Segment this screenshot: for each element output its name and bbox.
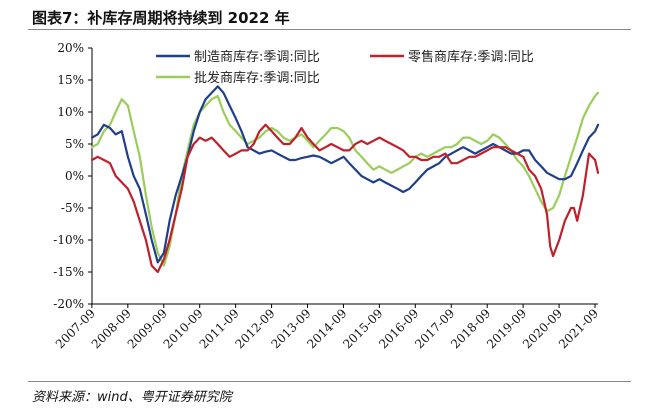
y-tick-label: 5% — [65, 137, 84, 151]
y-tick-label: 0% — [65, 169, 84, 183]
x-tick-label: 2021-09 — [556, 306, 601, 351]
series-line-1 — [90, 85, 600, 264]
legend-label: 制造商库存:季调:同比 — [194, 49, 320, 65]
series-line-2 — [90, 123, 600, 274]
legend-item-1: 制造商库存:季调:同比 — [156, 49, 320, 65]
y-tick-label: -15% — [53, 265, 84, 279]
x-axis: 2007-092008-092009-092010-092011-092012-… — [53, 304, 601, 351]
series-lines — [90, 85, 600, 274]
legend-item-3: 批发商库存:季调:同比 — [156, 70, 320, 86]
y-tick-label: -20% — [53, 297, 84, 311]
plot-frame — [91, 48, 598, 305]
y-tick-label: 10% — [57, 105, 84, 119]
chart-title: 图表7：补库存周期将持续到 2022 年 — [32, 9, 290, 27]
legend-label: 零售商库存:季调:同比 — [408, 49, 534, 65]
y-tick-label: -10% — [53, 233, 84, 247]
y-tick-label: -5% — [61, 201, 84, 215]
source-note: 资料来源：wind、粤开证券研究院 — [32, 390, 232, 405]
legend-label: 批发商库存:季调:同比 — [194, 70, 320, 86]
legend-item-2: 零售商库存:季调:同比 — [370, 49, 534, 65]
y-tick-label: 20% — [57, 41, 84, 55]
series-line-3 — [90, 91, 600, 267]
top-divider — [28, 29, 631, 30]
bottom-divider — [28, 381, 631, 382]
y-axis: 20% 15% 10% 5% 0% -5% -10% -15% -20% — [53, 41, 92, 311]
y-tick-label: 15% — [57, 73, 84, 87]
